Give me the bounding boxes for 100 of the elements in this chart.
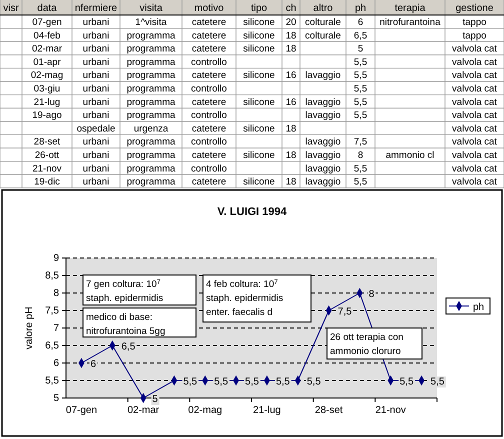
text: silicone [243,150,275,161]
text: colturale [305,30,341,42]
x-tick-label: 28-set [314,405,343,416]
text: urgenza [134,123,168,134]
text: urbani [82,150,110,161]
text: 7,5 [354,136,368,148]
text: programma [126,44,176,55]
text: lavaggio [305,150,341,161]
text: 5,5 [354,176,368,188]
y-tick-label: 6,5 [45,340,60,352]
category-label: ph [354,3,366,14]
annotation: 26 ott terapia con ammonio cloruro [330,332,404,357]
text: programma [126,150,176,161]
text: programma [126,30,176,42]
data-label: 8 [368,289,375,300]
data-label: 5,5 [400,376,414,388]
data-label: 5,5 [183,376,198,388]
y-axis-title: valore pH [24,306,35,350]
data-label: 6,5 [121,342,136,352]
data-label: 5,5 [430,376,445,388]
text: valvola cat [452,123,497,134]
text: 19-ago [32,110,62,122]
text: 5,5 [354,163,368,174]
text: urbani [82,176,110,188]
text: lavaggio [305,96,341,108]
text: 5 [358,44,364,55]
category-label: visita [140,3,163,14]
category-label: gestione [456,3,494,14]
text-box: 26 ott terapia con ammonio cloruro [326,328,422,360]
text: catetere [192,44,226,55]
text: 19-dic [34,176,60,188]
text: controllo [191,56,227,68]
text: silicone [243,30,275,42]
text: 28-set [34,136,60,148]
text: 18 [286,176,296,188]
data-label: 5,5 [214,376,228,388]
x-tick-label: 21-lug [253,405,281,416]
text: urbani [82,96,110,108]
text: 18 [286,44,296,55]
text: silicone [243,70,275,82]
text: urbani [82,163,110,174]
text: catetere [192,150,226,161]
text: controllo [191,136,227,148]
text: lavaggio [305,136,341,148]
y-tick-label: 9 [53,253,60,264]
text: tappo [462,17,486,28]
data-label: 7,5 [338,306,352,318]
text: 02-mag [30,70,64,82]
text: 26-ott [34,150,60,161]
y-tick-label: 8 [53,288,60,300]
y-tick-label: 6 [53,358,60,370]
text-box: 7 gen coltura: 10$^{7}$ staph. epidermidis [82,274,196,306]
data-label: 5 [152,394,158,405]
text: catetere [192,96,226,108]
annotation: 7 gen coltura: 10$^{7}$ staph. epidermidis [86,278,164,304]
text: valvola cat [452,70,497,82]
text: valvola cat [452,136,497,148]
text: urbani [82,110,110,122]
text: ospedale [76,123,116,134]
text: 21-lug [34,96,60,108]
category-label: data [37,3,58,14]
text: programma [126,96,176,108]
text: 01-apr [33,56,61,68]
text: urbani [82,84,110,94]
data-label: 5,5 [245,376,260,388]
text: 5,5 [354,96,368,108]
text: silicone [243,123,275,134]
text: valvola cat [452,84,497,94]
text: lavaggio [305,110,341,122]
annotation: medico di base: nitrofurantoina 5gg [86,312,166,337]
text: urbani [82,136,110,148]
text: valvola cat [452,150,497,161]
text: 5,5 [354,56,368,68]
category-label: tipo [250,3,268,14]
text-box: 4 feb coltura: 10$^{7}$ staph. epidermidis enter. faecalis d [202,274,312,322]
category-label: motivo [194,3,224,14]
text: 20 [286,17,296,28]
category-label: ch [286,3,296,14]
text: silicone [243,17,275,28]
text: valvola cat [452,56,497,68]
text: programma [126,56,176,68]
text: 07-gen [32,17,62,28]
text: urbani [82,70,110,82]
text: 5,5 [354,110,368,122]
y-tick-label: 5 [53,393,60,404]
y-tick-label: 8,5 [45,270,60,282]
text: 18 [286,150,296,161]
x-tick-label: 02-mag [188,405,222,416]
y-tick-label: 7 [53,323,60,334]
category-label: altro [313,3,334,14]
text: 03-giu [34,84,60,94]
text: programma [126,163,176,174]
data-label: 5,5 [276,376,290,388]
x-tick-label: 21-nov [375,405,406,416]
text: 6 [358,17,364,28]
text: urbani [82,44,110,55]
text: 5,5 [354,70,368,82]
category-label: visr [3,3,20,14]
text: valvola cat [452,163,497,174]
text: lavaggio [305,70,341,82]
